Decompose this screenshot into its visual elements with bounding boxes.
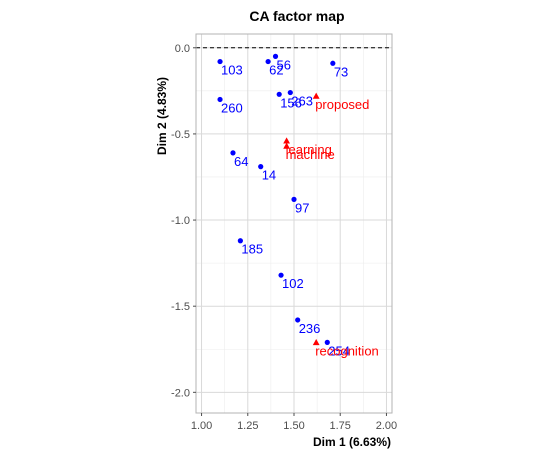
row-point-254 xyxy=(324,339,330,345)
row-point-14 xyxy=(258,164,264,170)
row-label-56: 56 xyxy=(277,57,291,72)
row-point-260 xyxy=(217,96,223,103)
column-label-recognition: recognition xyxy=(315,343,379,358)
chart-title: CA factor map xyxy=(249,8,344,24)
y-tick-label: 0.0 xyxy=(175,43,190,55)
x-axis-title: Dim 1 (6.63%) xyxy=(313,435,391,449)
column-point-learning xyxy=(283,137,291,144)
row-point-103 xyxy=(217,58,223,65)
row-point-156 xyxy=(276,91,282,97)
row-point-64 xyxy=(230,150,236,156)
row-point-185 xyxy=(237,238,243,244)
row-point-97 xyxy=(291,196,297,202)
y-tick-label: -2.0 xyxy=(171,387,190,399)
row-label-236: 236 xyxy=(299,321,321,336)
x-tick-label: 1.25 xyxy=(237,420,258,432)
column-point-proposed xyxy=(312,92,320,99)
row-label-254: 254 xyxy=(328,343,350,358)
x-tick-label: 1.75 xyxy=(330,420,351,432)
x-tick-label: 2.00 xyxy=(376,420,397,432)
row-label-156: 156 xyxy=(280,95,302,110)
row-label-97: 97 xyxy=(295,200,309,215)
row-point-62 xyxy=(265,58,271,65)
y-axis-title: Dim 2 (4.83%) xyxy=(155,77,169,155)
y-tick-label: -1.5 xyxy=(171,301,190,313)
row-point-263 xyxy=(287,89,293,96)
column-label-machine: machine xyxy=(286,147,335,162)
column-label-learning: learning xyxy=(286,142,332,157)
x-axis-ticks: 1.00 1.25 1.50 1.75 2.00 xyxy=(191,413,397,432)
column-label-proposed: proposed xyxy=(315,97,369,112)
row-point-236 xyxy=(295,317,301,323)
x-tick-label: 1.00 xyxy=(191,420,212,432)
row-point-102 xyxy=(278,272,284,278)
row-point-56 xyxy=(272,53,279,59)
y-tick-label: -1.0 xyxy=(171,215,190,227)
row-label-62: 62 xyxy=(269,63,283,78)
column-point-recognition xyxy=(312,338,320,346)
x-tick-label: 1.50 xyxy=(283,420,304,432)
row-label-260: 260 xyxy=(221,100,243,115)
column-point-machine xyxy=(283,142,291,149)
row-label-263: 263 xyxy=(291,94,313,109)
y-tick-label: -0.5 xyxy=(171,129,190,141)
row-point-73 xyxy=(330,60,336,66)
row-label-103: 103 xyxy=(221,63,243,78)
row-label-73: 73 xyxy=(334,64,348,79)
row-label-14: 14 xyxy=(262,168,276,183)
row-label-102: 102 xyxy=(282,276,304,291)
row-label-64: 64 xyxy=(234,154,248,169)
y-axis-ticks: 0.0 -0.5 -1.0 -1.5 -2.0 xyxy=(171,43,196,399)
row-label-185: 185 xyxy=(241,242,263,257)
